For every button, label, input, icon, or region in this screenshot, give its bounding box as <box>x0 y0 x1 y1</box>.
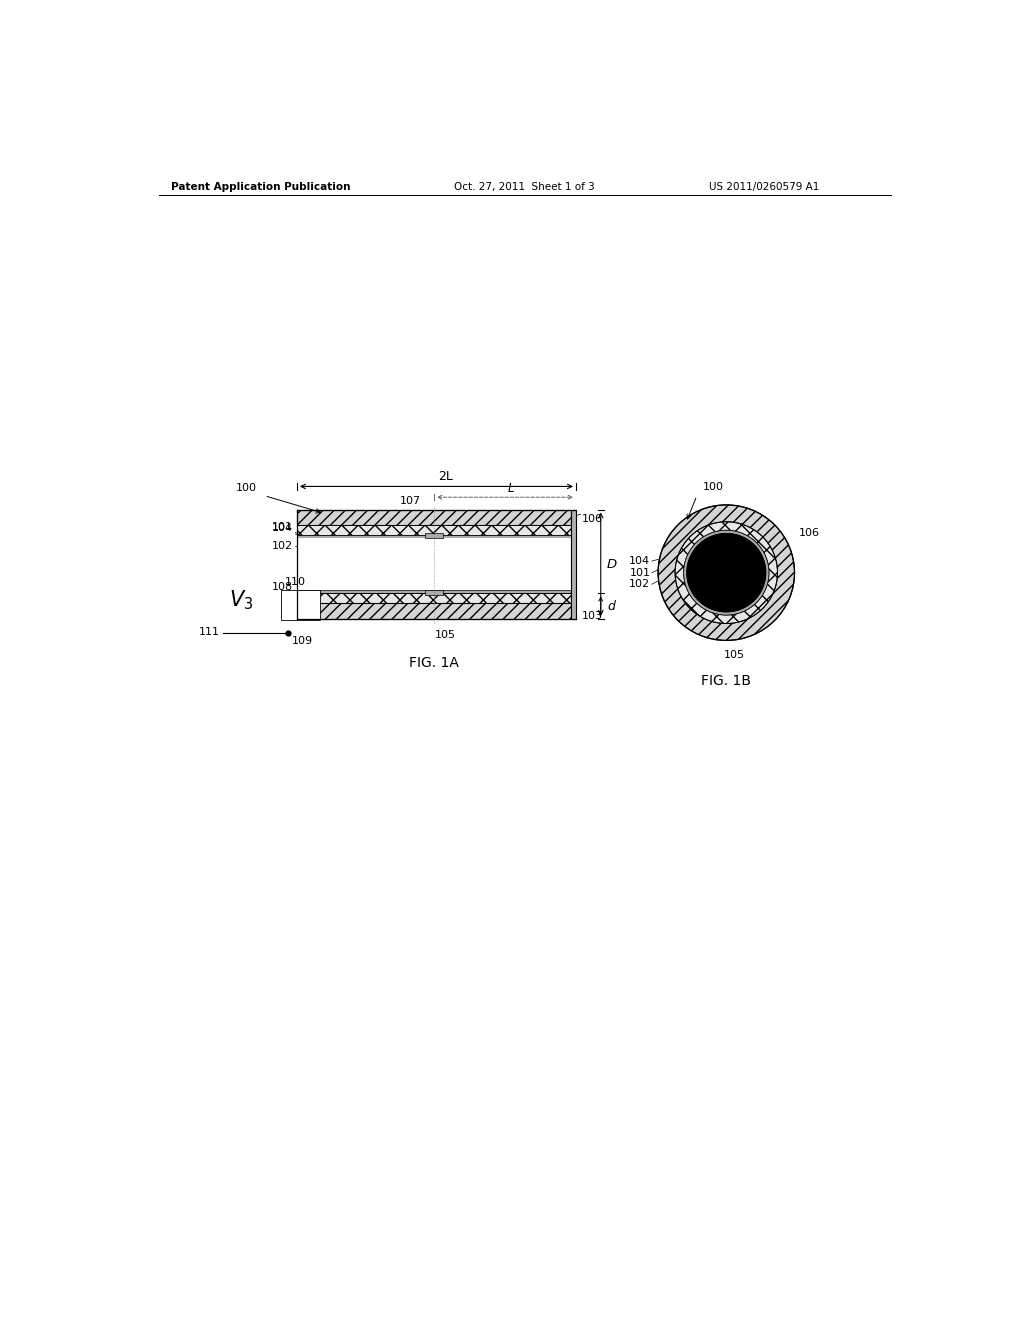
Text: 100: 100 <box>236 483 257 492</box>
Text: 2L: 2L <box>438 470 454 483</box>
Bar <box>297 594 571 603</box>
Text: 100: 100 <box>703 482 724 492</box>
Text: 105: 105 <box>724 649 744 660</box>
Text: 104: 104 <box>272 523 293 533</box>
Bar <box>297 525 571 535</box>
Text: 104: 104 <box>629 556 650 566</box>
Bar <box>297 510 571 525</box>
Text: 109: 109 <box>292 636 312 645</box>
Wedge shape <box>658 506 795 640</box>
Text: d: d <box>607 599 614 612</box>
Text: $V_3$: $V_3$ <box>229 589 253 612</box>
Text: D: D <box>607 557 617 570</box>
Text: Patent Application Publication: Patent Application Publication <box>171 182 350 191</box>
Bar <box>297 535 571 539</box>
Text: 101: 101 <box>272 521 293 532</box>
Text: 108: 108 <box>272 582 293 591</box>
Bar <box>297 603 571 619</box>
Text: 111: 111 <box>199 627 219 638</box>
Text: 101: 101 <box>630 568 650 578</box>
Wedge shape <box>684 531 769 615</box>
Bar <box>282 590 321 620</box>
Text: FIG. 1A: FIG. 1A <box>410 656 459 669</box>
Bar <box>297 539 571 590</box>
Text: 110: 110 <box>286 577 306 587</box>
Text: US 2011/0260579 A1: US 2011/0260579 A1 <box>710 182 819 191</box>
Bar <box>297 590 571 594</box>
Bar <box>425 533 443 539</box>
Text: L: L <box>507 482 514 495</box>
Bar <box>571 510 575 619</box>
Text: 106: 106 <box>799 528 819 537</box>
Text: Oct. 27, 2011  Sheet 1 of 3: Oct. 27, 2011 Sheet 1 of 3 <box>454 182 594 191</box>
Text: 103: 103 <box>583 611 603 620</box>
Wedge shape <box>675 521 777 623</box>
Text: FIG. 1B: FIG. 1B <box>701 675 752 688</box>
Text: 102: 102 <box>272 541 293 550</box>
Bar <box>425 590 443 595</box>
Circle shape <box>687 533 766 612</box>
Text: 102: 102 <box>629 579 650 589</box>
Text: 105: 105 <box>435 630 457 640</box>
Text: 107: 107 <box>400 496 422 507</box>
Text: 106: 106 <box>583 515 603 524</box>
